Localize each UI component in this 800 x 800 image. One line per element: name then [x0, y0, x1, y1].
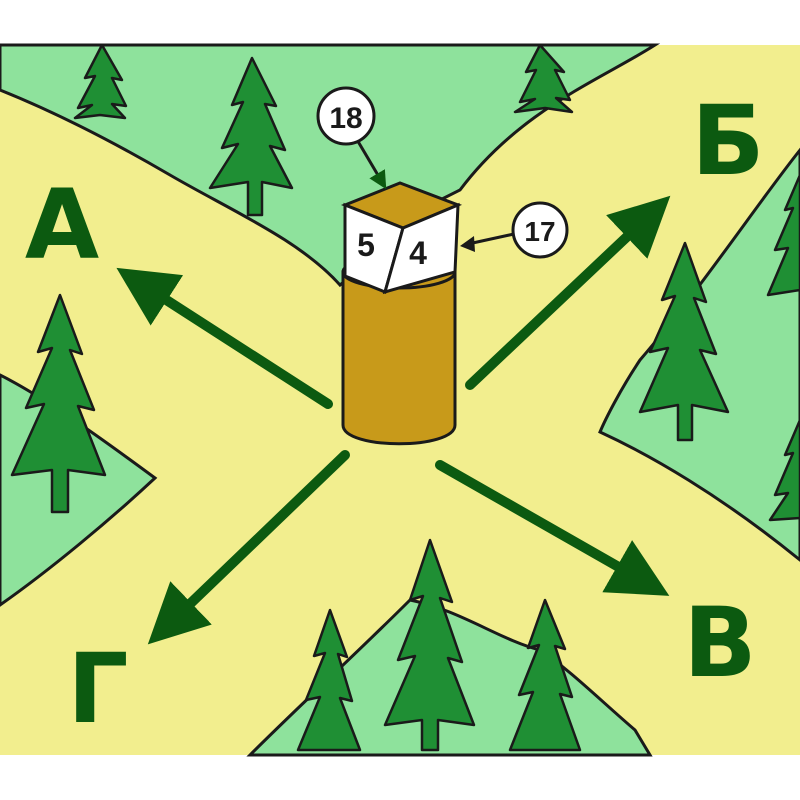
trees: [10, 43, 800, 752]
callout-top-circle: [316, 86, 376, 146]
tree-icon: [638, 241, 730, 442]
direction-label-a: А: [25, 169, 99, 281]
tree-icon: [10, 293, 107, 514]
callout-right-circle: [511, 201, 569, 259]
arrow-to-a: [116, 267, 333, 409]
direction-label-v: В: [683, 587, 756, 699]
tree-icon: [73, 43, 128, 120]
callout-top: 18: [316, 86, 387, 190]
tree-icon: [513, 43, 574, 114]
tree-icon: [296, 608, 362, 752]
callout-right: 17: [460, 201, 569, 259]
post-face-left-number: 5: [357, 227, 375, 263]
arrow-to-v: [435, 460, 670, 596]
tree-icon: [508, 598, 582, 752]
tree-icon: [208, 56, 294, 217]
tree-icon: [768, 418, 800, 522]
direction-label-b: Б: [691, 85, 764, 197]
callout-right-number: 17: [524, 216, 555, 247]
callout-top-number: 18: [329, 102, 362, 135]
signpost: 5 4: [340, 181, 463, 446]
tree-icon: [766, 173, 800, 297]
tree-icon: [383, 538, 476, 752]
direction-label-g: Г: [67, 633, 128, 745]
post-body: [341, 270, 457, 446]
arrow-to-g: [147, 450, 350, 645]
direction-arrows: [116, 195, 671, 645]
post-face-front-number: 4: [409, 235, 427, 271]
cube-front-face: [382, 202, 460, 295]
meadow-top: [0, 43, 661, 288]
arrow-to-b: [465, 195, 671, 390]
